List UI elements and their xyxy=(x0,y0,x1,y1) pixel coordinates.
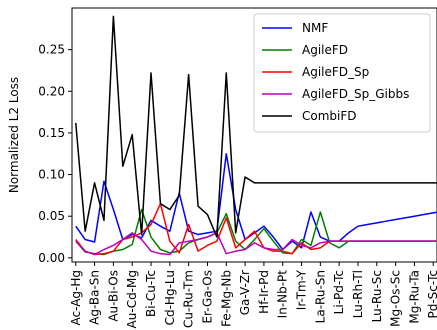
x-tick-label: Mg-Ru-Ta xyxy=(407,270,421,324)
x-tick-label: Pd-Sc-Tc xyxy=(426,270,437,319)
legend-label: AgileFD_Sp xyxy=(302,65,369,79)
y-tick-label: 0.10 xyxy=(38,168,65,182)
y-tick-label: 0.20 xyxy=(38,84,65,98)
x-tick-label: Hf-Ir-Pd xyxy=(257,270,271,314)
x-tick-label: Cu-Ru-Tm xyxy=(182,270,196,328)
legend: NMF AgileFD AgileFD_Sp AgileFD_Sp_Gibbs Comb… xyxy=(253,13,431,133)
y-tick-label: 0.25 xyxy=(38,43,65,57)
x-axis: Ac-Ag-Hg Ag-Ba-Sn Au-Bi-Os Au-Cd-Mg Bi-Cu-Tc… xyxy=(69,262,437,328)
x-tick-label: In-Nb-Pt xyxy=(276,270,290,319)
x-tick-label: Au-Bi-Os xyxy=(106,270,120,322)
legend-box xyxy=(253,13,431,133)
x-tick-label: Bi-Cu-Tc xyxy=(144,270,158,317)
x-tick-label: Er-Ga-Os xyxy=(200,270,214,324)
x-tick-label: Ag-Ba-Sn xyxy=(88,270,102,325)
x-tick-label: Au-Cd-Mg xyxy=(125,270,139,328)
x-tick-label: Ac-Ag-Hg xyxy=(69,270,83,325)
x-tick-label: Lu-Ru-Sc xyxy=(370,270,384,322)
series-line-combifd xyxy=(75,15,437,238)
y-tick-label: 0.05 xyxy=(38,209,65,223)
y-axis: 0.00 0.05 0.10 0.15 0.20 0.25 xyxy=(38,43,72,265)
x-tick-label: Mg-Os-Sc xyxy=(389,270,403,327)
series-line-agilefd-sp-gibbs xyxy=(75,232,437,256)
x-tick-label: Cd-Hg-Lu xyxy=(163,270,177,325)
x-tick-label: Ga-V-Zr xyxy=(238,270,252,315)
y-tick-label: 0.00 xyxy=(38,251,65,265)
legend-label: CombiFD xyxy=(302,109,357,123)
x-tick-label: La-Ru-Sn xyxy=(313,270,327,323)
x-tick-label: Li-Pd-Tc xyxy=(332,270,346,314)
y-tick-label: 0.15 xyxy=(38,126,65,140)
legend-label: AgileFD_Sp_Gibbs xyxy=(302,87,409,101)
legend-label: NMF xyxy=(302,21,328,35)
y-axis-label: Normalized L2 Loss xyxy=(7,77,21,193)
x-tick-label: Fe-Mg-Nb xyxy=(219,270,233,327)
x-tick-label: Ir-Tm-Y xyxy=(295,269,309,310)
x-tick-label: Lu-Rh-Tl xyxy=(351,270,365,318)
legend-label: AgileFD xyxy=(302,43,348,57)
series-layer xyxy=(75,15,437,256)
